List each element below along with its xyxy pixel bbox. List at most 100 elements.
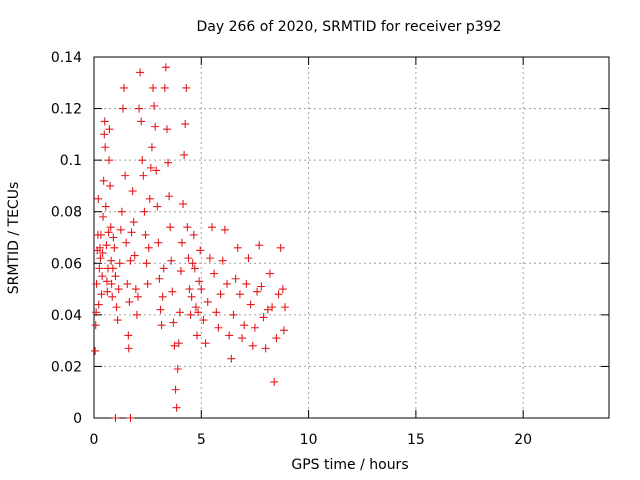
data-point xyxy=(172,403,181,412)
data-point xyxy=(162,125,171,134)
data-point xyxy=(181,120,190,129)
data-point xyxy=(147,143,156,152)
data-point xyxy=(151,122,160,131)
data-point xyxy=(179,199,188,208)
data-point xyxy=(91,321,100,330)
data-point xyxy=(233,243,242,252)
data-point xyxy=(185,285,194,294)
data-point xyxy=(187,292,196,301)
data-point xyxy=(111,272,120,281)
data-point xyxy=(156,305,165,314)
data-point xyxy=(143,279,152,288)
zero-marker xyxy=(111,414,120,422)
data-point xyxy=(218,256,227,265)
x-axis-label: GPS time / hours xyxy=(291,457,408,473)
data-point xyxy=(94,194,103,203)
y-tick-label: 0.12 xyxy=(51,102,82,118)
data-point xyxy=(98,248,107,257)
x-tick-label: 5 xyxy=(197,432,206,448)
data-point xyxy=(117,207,126,216)
data-point xyxy=(129,218,138,227)
data-point xyxy=(138,156,147,165)
data-point xyxy=(101,143,110,152)
data-point xyxy=(248,341,257,350)
data-point xyxy=(153,202,162,211)
data-point xyxy=(137,117,146,126)
data-point xyxy=(104,228,113,237)
data-point xyxy=(102,277,111,286)
data-point xyxy=(189,230,198,239)
data-point xyxy=(144,243,153,252)
data-point xyxy=(131,285,140,294)
data-point xyxy=(133,292,142,301)
x-tick-label: 15 xyxy=(407,432,425,448)
data-point xyxy=(122,238,131,247)
data-point xyxy=(158,292,167,301)
data-point xyxy=(106,181,115,190)
data-point xyxy=(125,297,134,306)
data-point xyxy=(279,326,288,335)
data-point xyxy=(255,241,264,250)
data-point xyxy=(235,290,244,299)
data-point xyxy=(141,230,150,239)
data-point xyxy=(112,303,121,312)
data-point xyxy=(199,316,208,325)
data-point xyxy=(150,101,159,110)
data-point xyxy=(99,176,108,185)
x-tick-label: 0 xyxy=(90,432,99,448)
x-tick-label: 20 xyxy=(514,432,532,448)
data-point xyxy=(132,310,141,319)
data-point xyxy=(253,287,262,296)
y-tick-label: 0 xyxy=(73,411,82,427)
data-points xyxy=(91,63,289,422)
data-point xyxy=(91,346,100,355)
data-point xyxy=(109,233,118,242)
data-point xyxy=(191,303,200,312)
data-point xyxy=(203,297,212,306)
data-point xyxy=(259,313,268,322)
data-point xyxy=(127,228,136,237)
data-point xyxy=(106,223,115,232)
y-axis-label: SRMTID / TECUs xyxy=(6,182,22,295)
y-tick-label: 0.06 xyxy=(51,256,82,272)
data-point xyxy=(208,223,217,232)
data-point xyxy=(145,194,154,203)
data-point xyxy=(146,163,155,172)
data-point xyxy=(107,256,116,265)
data-point xyxy=(135,104,144,113)
data-point xyxy=(186,310,195,319)
data-point xyxy=(114,285,123,294)
data-point xyxy=(169,318,178,327)
data-point xyxy=(238,334,247,343)
data-point xyxy=(103,287,112,296)
data-point xyxy=(102,241,111,250)
data-point xyxy=(197,285,206,294)
data-point xyxy=(174,339,183,348)
data-point xyxy=(105,125,114,134)
plot-frame xyxy=(93,56,610,419)
data-point xyxy=(176,267,185,276)
data-point xyxy=(110,243,119,252)
data-point xyxy=(140,207,149,216)
data-point xyxy=(201,339,210,348)
data-point xyxy=(212,308,221,317)
data-point xyxy=(240,321,249,330)
y-tick-label: 0.1 xyxy=(60,153,82,169)
data-point xyxy=(142,259,151,268)
data-point xyxy=(280,303,289,312)
data-point xyxy=(182,83,191,92)
data-point xyxy=(171,385,180,394)
data-point xyxy=(96,243,105,252)
data-point xyxy=(270,377,279,386)
data-point xyxy=(246,300,255,309)
data-point xyxy=(242,279,251,288)
data-point xyxy=(123,279,132,288)
data-point xyxy=(184,254,193,263)
data-point xyxy=(265,269,274,278)
data-point xyxy=(205,254,214,263)
data-point xyxy=(94,300,103,309)
data-point xyxy=(194,308,203,317)
data-point xyxy=(97,290,106,299)
data-point xyxy=(101,202,110,211)
grid xyxy=(94,57,609,418)
